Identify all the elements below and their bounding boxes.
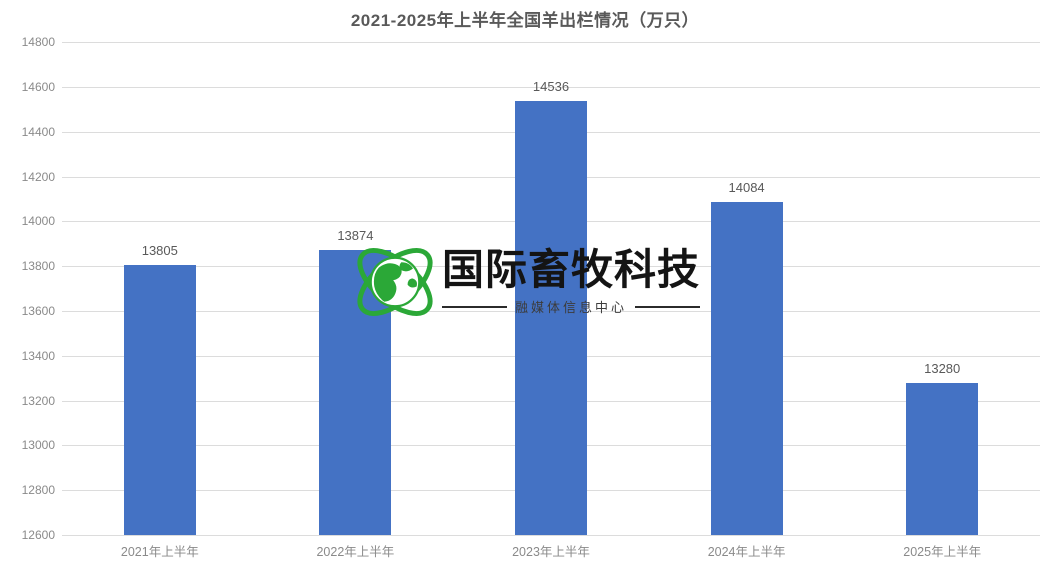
bar-value-label: 14084 bbox=[728, 180, 765, 196]
x-tick-label: 2021年上半年 bbox=[120, 545, 199, 559]
gridline bbox=[62, 86, 1040, 88]
x-tick-label: 2023年上半年 bbox=[512, 545, 590, 559]
bar-value-label: 14536 bbox=[532, 79, 570, 95]
y-tick-label: 13000 bbox=[21, 438, 55, 453]
gridline bbox=[62, 42, 1040, 43]
y-tick-label: 14200 bbox=[21, 169, 55, 184]
bar-value-label: 13280 bbox=[924, 360, 961, 376]
y-tick-label: 12800 bbox=[21, 483, 55, 498]
y-tick-label: 13800 bbox=[21, 259, 55, 274]
bar-2021年上半年 bbox=[123, 265, 196, 535]
y-tick-label: 13400 bbox=[21, 348, 55, 363]
gridline bbox=[62, 535, 1040, 536]
y-tick-label: 12600 bbox=[21, 528, 55, 542]
x-tick-label: 2022年上半年 bbox=[316, 545, 395, 559]
y-tick-label: 14000 bbox=[21, 214, 55, 229]
y-tick-label: 13200 bbox=[21, 393, 55, 408]
bar-2023年上半年 bbox=[515, 101, 587, 535]
bar-value-label: 13874 bbox=[337, 227, 374, 243]
y-tick-label: 14800 bbox=[21, 35, 55, 49]
plot-area: 13805 13874 14536 14084 13280 bbox=[62, 42, 1040, 536]
y-tick-label: 13600 bbox=[21, 303, 55, 318]
y-tick-label: 14400 bbox=[21, 124, 55, 139]
chart-title: 2021-2025年上半年全国羊出栏情况（万只） bbox=[350, 11, 700, 30]
bar-value-label: 13805 bbox=[141, 243, 178, 258]
bar-2024年上半年 bbox=[710, 202, 783, 535]
bar-2025年上半年 bbox=[906, 382, 979, 535]
bar-2022年上半年 bbox=[319, 249, 392, 535]
x-tick-label: 2025年上半年 bbox=[903, 545, 982, 559]
y-tick-label: 14600 bbox=[21, 79, 55, 94]
x-tick-label: 2024年上半年 bbox=[707, 545, 786, 559]
